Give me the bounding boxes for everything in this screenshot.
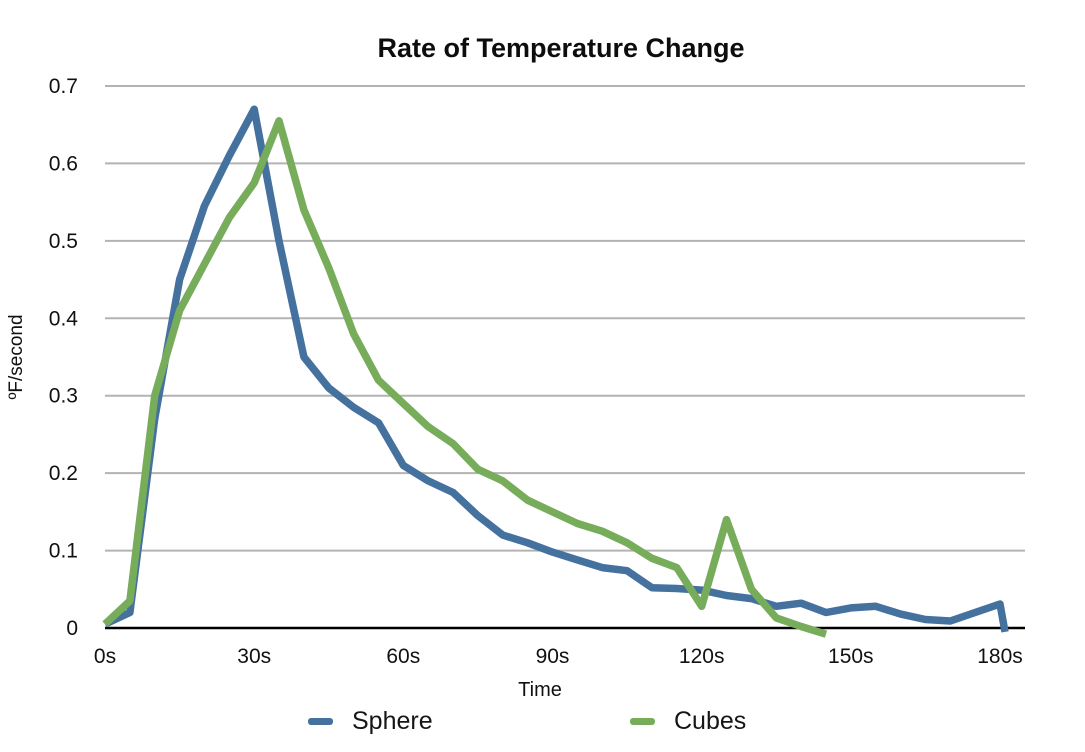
y-tick-label: 0.6 [49,152,78,175]
series-line-sphere [103,105,1009,633]
x-tick-label: 90s [536,645,570,668]
legend-swatch-cubes [630,717,655,725]
x-tick-label: 120s [679,645,725,668]
y-tick-label: 0.5 [49,230,78,253]
legend-item-sphere: Sphere [308,706,433,736]
legend-item-cubes: Cubes [630,706,746,736]
y-tick-label: 0.2 [49,462,78,485]
x-axis-title: Time [518,679,562,701]
y-axis-title: ºF/second [6,314,27,400]
y-tick-label: 0.3 [49,385,78,408]
y-tick-label: 0.4 [49,307,79,330]
legend-swatch-sphere [308,717,333,725]
y-tick-label: 0.7 [49,75,78,98]
y-tick-label: 0 [66,617,78,640]
legend-label-cubes: Cubes [674,706,747,735]
y-tick-label: 0.1 [49,540,78,563]
series-line-cubes [102,117,828,638]
legend-label-sphere: Sphere [352,706,433,735]
x-tick-label: 0s [94,645,116,668]
x-tick-label: 150s [828,645,874,668]
chart-title: Rate of Temperature Change [377,33,745,63]
x-tick-label: 60s [386,645,420,668]
x-tick-label: 180s [977,645,1023,668]
x-tick-label: 30s [237,645,271,668]
